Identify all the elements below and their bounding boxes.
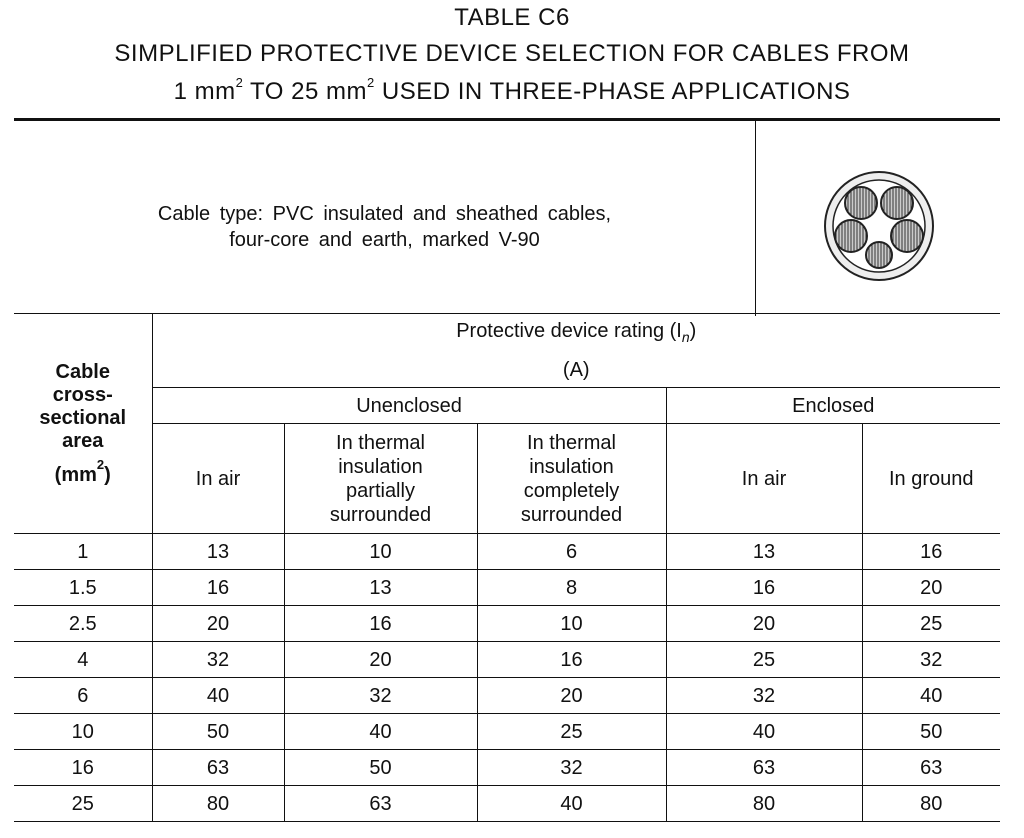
title: 1 mm2 TO 25 mm2 USED IN THREE-PHASE APPL… [0,75,1024,106]
cell: 6 [14,677,153,714]
cell: 32 [665,677,863,714]
cell: 16 [283,605,478,642]
cell: 40 [151,677,285,714]
row: 4 32 20 16 25 32 [14,641,1000,678]
row: 25 80 63 40 80 80 [14,785,1000,822]
cell: 80 [861,785,1000,822]
text: (mm2) [14,453,152,487]
title-part: USED IN THREE-PHASE APPLICATIONS [374,78,851,105]
cell: 40 [283,713,478,750]
text: Protective device rating (In) [153,315,1001,354]
cell: 80 [151,785,285,822]
cell: 13 [151,533,285,570]
text: (mm [54,463,97,486]
row: 10 50 40 25 40 50 [14,713,1000,750]
column-header: In thermal insulation partially surround… [283,423,478,534]
cell: 32 [476,749,667,786]
table: Cable cross-sectional area (mm2) Protective… [14,313,1000,822]
cell: 25 [665,641,863,678]
cell: 13 [283,569,478,606]
divider [755,121,756,316]
cell: 40 [665,713,863,750]
cell: 16 [861,533,1000,570]
cell: 25 [476,713,667,750]
cell: 16 [151,569,285,606]
text: cross- [52,383,113,406]
cell: 32 [283,677,478,714]
rating-header: Protective device rating (In) (A) [151,313,1001,388]
title-part: TO 25 mm [243,78,367,105]
cell: 50 [151,713,285,750]
cell: 20 [283,641,478,678]
cell: 25 [861,605,1000,642]
row: 6 40 32 20 32 40 [14,677,1000,714]
cell: 50 [283,749,478,786]
superscript: 2 [366,75,375,90]
superscript: 2 [235,75,244,90]
cell: 10 [476,605,667,642]
cell: 4 [14,641,153,678]
superscript: 2 [96,456,105,472]
cell: 8 [476,569,667,606]
cell: 1.5 [14,569,153,606]
group-header: Enclosed [665,387,1000,424]
cell: 40 [861,677,1000,714]
cell: 6 [476,533,667,570]
cell: 20 [476,677,667,714]
cable-section: Cable type: PVC insulated and sheathed c… [14,118,1000,316]
cell: 10 [283,533,478,570]
cable-type: Cable type: PVC insulated and sheathed c… [14,201,755,253]
cell: 40 [476,785,667,822]
cell: 16 [476,641,667,678]
cell: 80 [665,785,863,822]
text: (A) [562,358,590,381]
column-header: In air [665,423,863,534]
area-header: Cable cross-sectional area (mm2) [14,313,153,534]
column-header: In thermal insulation completely surroun… [476,423,667,534]
title: TABLE C6 [454,4,570,31]
cell: 16 [665,569,863,606]
text: ) [689,319,697,342]
cell: 1 [14,533,153,570]
row: 1.5 16 13 8 16 20 [14,569,1000,606]
cell: 63 [861,749,1000,786]
cable-icon [824,171,934,281]
column-header: In air [152,423,285,534]
cell: 16 [14,749,153,786]
text: area [62,429,104,452]
subscript: n [681,328,690,345]
cell: 50 [861,713,1000,750]
cell: 25 [14,785,153,822]
text: four-core and earth, marked V-90 [229,229,540,251]
title-part: 1 mm [173,78,236,105]
cell: 32 [861,641,1000,678]
text: ) [104,463,111,486]
cell: 20 [861,569,1000,606]
cell: 10 [14,713,153,750]
title: SIMPLIFIED PROTECTIVE DEVICE SELECTION F… [114,40,910,67]
cell: 20 [151,605,285,642]
cell: 32 [151,641,285,678]
group-header: Unenclosed [152,387,667,424]
text: Protective device rating (I [456,319,682,342]
cell: 13 [665,533,863,570]
cell: 63 [665,749,863,786]
text: Cable [55,360,110,383]
column-header: In ground [861,423,1000,534]
cell: 63 [151,749,285,786]
text: Cable type: PVC insulated and sheathed c… [157,203,612,225]
row: 16 63 50 32 63 63 [14,749,1000,786]
cell: 63 [283,785,478,822]
row: 1 13 10 6 13 16 [14,533,1000,570]
cell: 2.5 [14,605,153,642]
cell: 20 [665,605,863,642]
text: sectional [39,406,127,429]
row: 2.5 20 16 10 20 25 [14,605,1000,642]
